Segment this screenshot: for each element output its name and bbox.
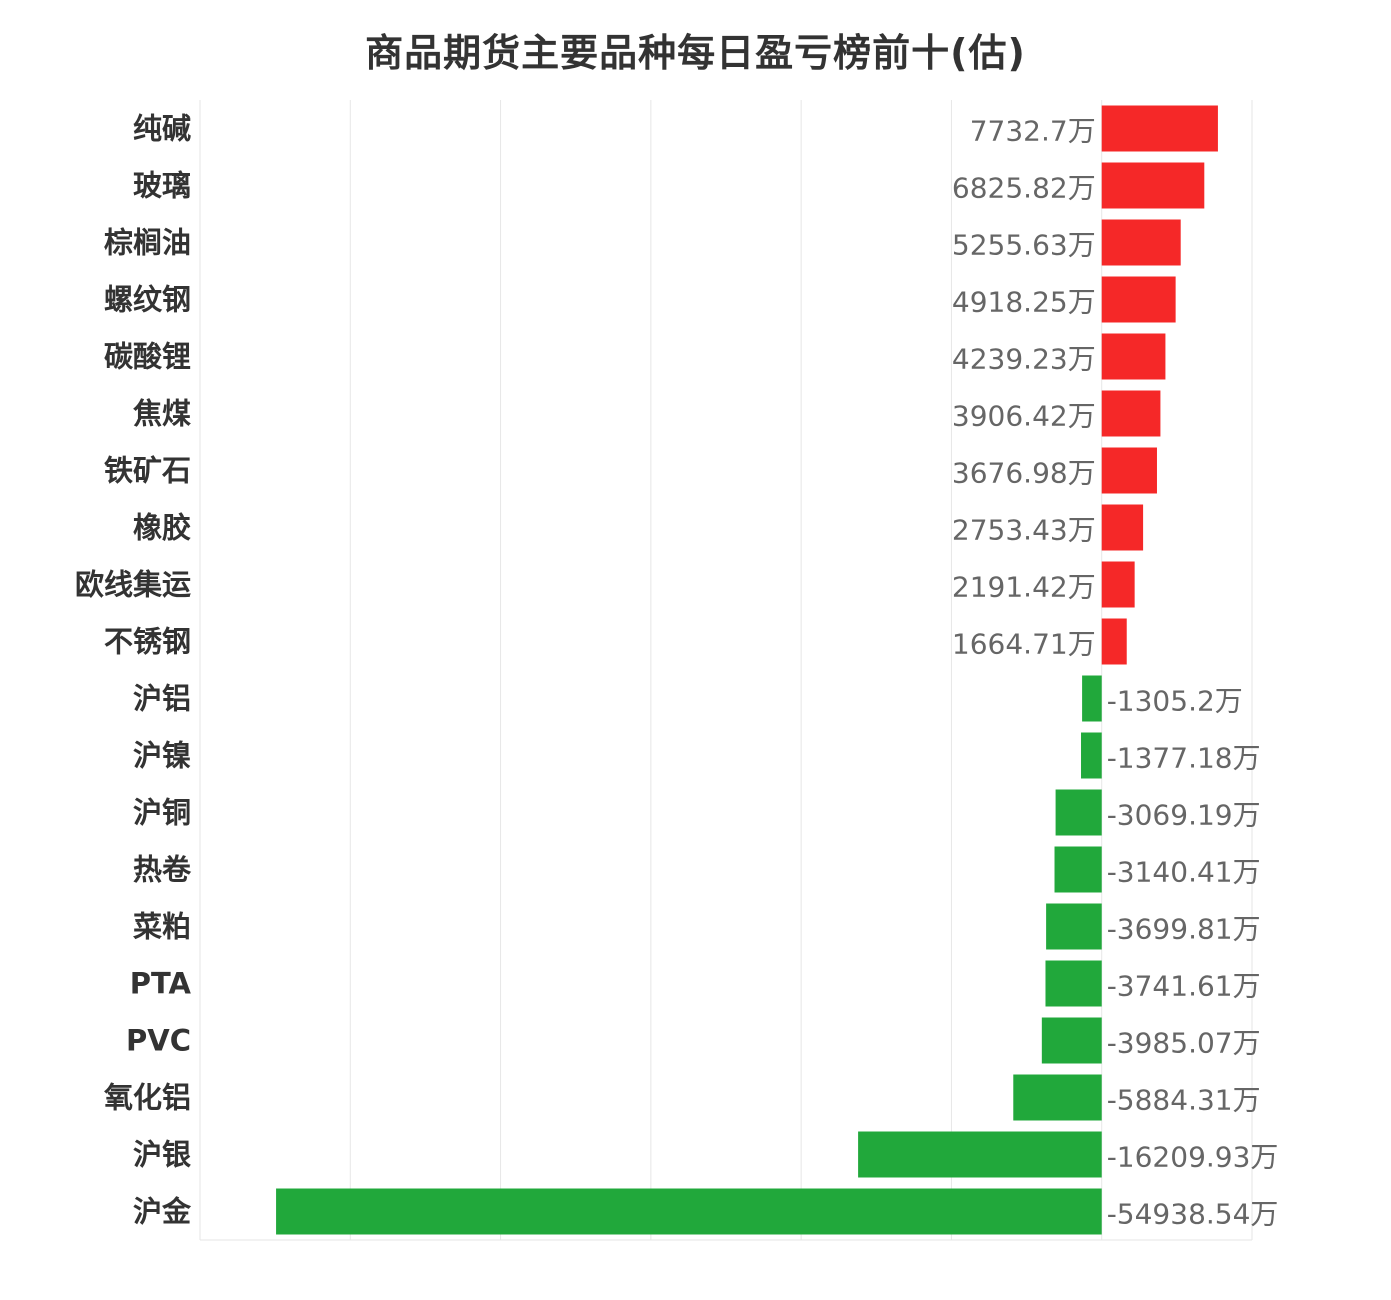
bar-3	[1101, 276, 1176, 323]
value-label-18: -16209.93万	[1107, 1141, 1279, 1174]
bar-1	[1101, 162, 1205, 209]
bar-17	[1013, 1074, 1102, 1121]
bar-12	[1055, 789, 1102, 836]
value-label-3: 4918.25万	[952, 286, 1096, 319]
value-label-7: 2753.43万	[952, 514, 1096, 547]
category-label-3: 螺纹钢	[104, 283, 191, 317]
bar-2	[1101, 219, 1181, 266]
value-label-6: 3676.98万	[952, 457, 1096, 490]
value-label-12: -3069.19万	[1107, 799, 1261, 832]
bar-7	[1101, 504, 1144, 551]
bar-8	[1101, 561, 1135, 608]
value-label-10: -1305.2万	[1107, 685, 1243, 718]
category-label-19: 沪金	[133, 1195, 192, 1229]
value-labels: 7732.7万 6825.82万 5255.63万 4918.25万 4239.23万 3…	[952, 115, 1279, 1231]
value-label-19: -54938.54万	[1107, 1198, 1279, 1231]
bar-0	[1101, 105, 1218, 152]
value-label-17: -5884.31万	[1107, 1084, 1261, 1117]
bar-15	[1045, 960, 1102, 1007]
category-label-6: 铁矿石	[104, 454, 191, 488]
category-label-9: 不锈钢	[104, 625, 191, 659]
value-label-1: 6825.82万	[952, 172, 1096, 205]
bar-9	[1101, 618, 1127, 665]
category-label-17: 氧化铝	[103, 1081, 191, 1115]
bars	[276, 105, 1218, 1235]
value-label-15: -3741.61万	[1107, 970, 1261, 1003]
category-label-0: 纯碱	[133, 112, 191, 146]
category-label-10: 沪铝	[133, 682, 191, 716]
value-label-9: 1664.71万	[952, 628, 1096, 661]
category-label-7: 橡胶	[133, 511, 191, 545]
bar-5	[1101, 390, 1161, 437]
bar-18	[858, 1131, 1102, 1178]
bar-10	[1082, 675, 1102, 722]
value-label-5: 3906.42万	[952, 400, 1096, 433]
value-label-16: -3985.07万	[1107, 1027, 1261, 1060]
bar-4	[1101, 333, 1166, 380]
bar-11	[1081, 732, 1102, 779]
value-label-0: 7732.7万	[970, 115, 1096, 148]
grid-lines	[199, 100, 1253, 1241]
bar-6	[1101, 447, 1157, 494]
category-label-5: 焦煤	[133, 397, 191, 431]
value-label-11: -1377.18万	[1107, 742, 1261, 775]
category-label-18: 沪银	[133, 1138, 191, 1172]
bar-14	[1046, 903, 1102, 950]
category-label-2: 棕榈油	[104, 226, 191, 260]
bar-13	[1054, 846, 1102, 893]
category-label-8: 欧线集运	[75, 568, 191, 602]
bar-19	[276, 1188, 1102, 1235]
category-label-14: 菜粕	[133, 910, 191, 944]
value-label-4: 4239.23万	[952, 343, 1096, 376]
category-label-1: 玻璃	[133, 169, 191, 203]
category-label-4: 碳酸锂	[104, 340, 191, 374]
value-label-2: 5255.63万	[952, 229, 1096, 262]
category-label-13: 热卷	[133, 853, 192, 887]
category-label-11: 沪镍	[133, 739, 191, 773]
value-label-14: -3699.81万	[1107, 913, 1261, 946]
category-label-12: 沪铜	[133, 796, 191, 830]
category-label-15: PTA	[130, 967, 192, 1001]
chart-title: 商品期货主要品种每日盈亏榜前十(估)	[365, 31, 1026, 75]
bar-16	[1041, 1017, 1102, 1064]
value-label-8: 2191.42万	[952, 571, 1096, 604]
value-label-13: -3140.41万	[1107, 856, 1261, 889]
category-label-16: PVC	[126, 1024, 191, 1058]
